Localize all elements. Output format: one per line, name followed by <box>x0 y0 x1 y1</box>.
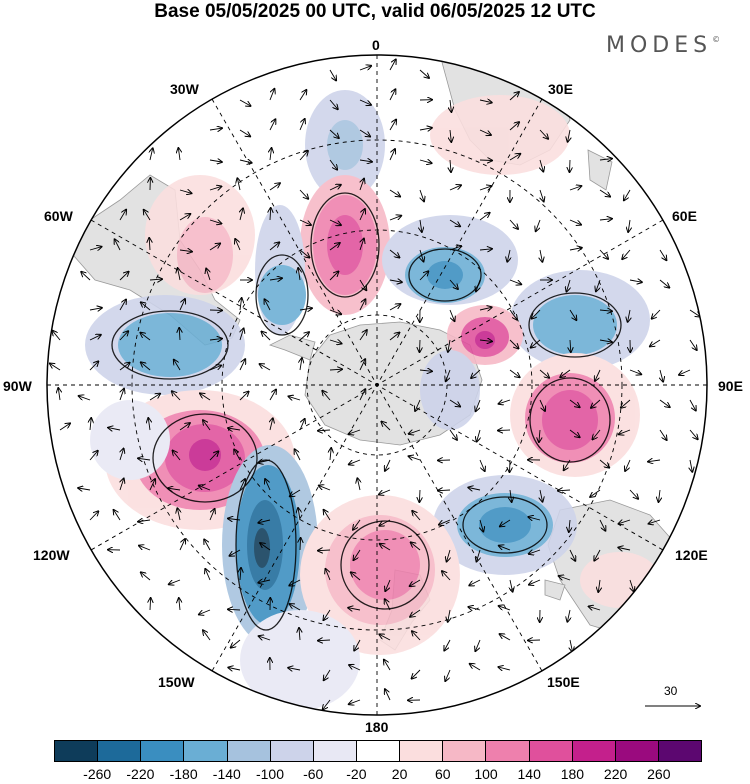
colorbar-tick-label: 60 <box>435 766 451 782</box>
colorbar-tick-label: 180 <box>561 766 584 782</box>
colorbar-box <box>572 741 615 761</box>
wind-arrow <box>150 598 151 610</box>
lon-label-120w: 120W <box>33 547 70 563</box>
colorbar-box <box>658 741 701 761</box>
colorbar-box <box>55 741 97 761</box>
colorbar-tick-label: 220 <box>604 766 627 782</box>
colorbar-tick-label: 260 <box>647 766 670 782</box>
colorbar-box <box>356 741 399 761</box>
colorbar-box <box>227 741 270 761</box>
lon-label-30e: 30E <box>548 81 573 97</box>
colorbar-box <box>485 741 528 761</box>
lon-label-150e: 150E <box>547 674 580 690</box>
lon-label-60w: 60W <box>44 208 73 224</box>
colorbar-box <box>442 741 485 761</box>
colorbar-box <box>399 741 442 761</box>
wind-arrow <box>300 538 301 550</box>
lon-label-180: 180 <box>365 719 388 735</box>
wind-arrow <box>419 490 420 502</box>
colorbar-tick-label: -20 <box>346 766 366 782</box>
lon-label-90e: 90E <box>718 378 743 394</box>
wind-arrow <box>420 340 421 352</box>
colorbar-tick-label: 20 <box>392 766 408 782</box>
colorbar <box>54 740 702 762</box>
colorbar-box <box>615 741 658 761</box>
colorbar-box <box>529 741 572 761</box>
lon-label-30w: 30W <box>170 81 199 97</box>
colorbar-box <box>313 741 356 761</box>
wind-arrow <box>510 460 511 472</box>
wind-arrow <box>480 160 492 161</box>
lon-label-60e: 60E <box>672 208 697 224</box>
colorbar-labels: -260 -220 -180 -140 -100 -60 -20 20 60 100 140 180 2… <box>0 766 750 784</box>
lon-label-150w: 150W <box>158 674 195 690</box>
colorbar-tick-label: -220 <box>126 766 154 782</box>
wind-arrow <box>570 160 571 172</box>
colorbar-tick-label: -100 <box>256 766 284 782</box>
colorbar-box <box>140 741 183 761</box>
colorbar-tick-label: -60 <box>303 766 323 782</box>
colorbar-tick-label: -140 <box>213 766 241 782</box>
wind-arrow <box>498 430 510 431</box>
colorbar-tick-label: 100 <box>474 766 497 782</box>
colorbar-box <box>270 741 313 761</box>
polar-stereographic-map <box>0 0 750 740</box>
colorbar-tick-label: 140 <box>518 766 541 782</box>
colorbar-box <box>183 741 226 761</box>
colorbar-tick-label: -260 <box>83 766 111 782</box>
colorbar-tick-label: -180 <box>170 766 198 782</box>
reference-vector-label: 30 <box>664 684 677 698</box>
map-disk <box>40 50 720 730</box>
lon-label-120e: 120E <box>675 547 708 563</box>
lon-label-0: 0 <box>372 37 380 53</box>
lon-label-90w: 90W <box>3 378 32 394</box>
colorbar-box <box>97 741 140 761</box>
